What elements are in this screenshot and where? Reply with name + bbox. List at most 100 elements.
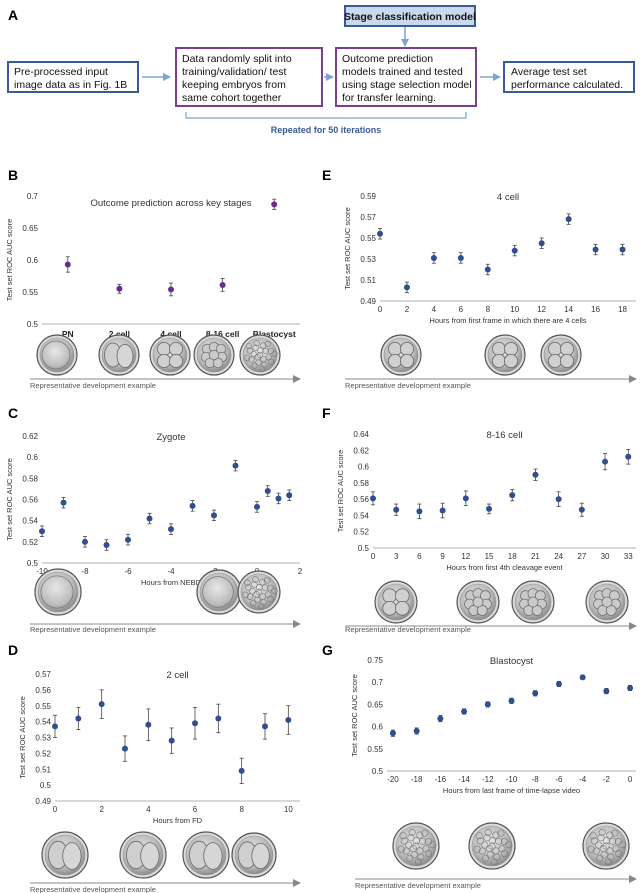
y-tick-label: 0.53: [35, 734, 51, 743]
stage-model-box: [344, 5, 476, 27]
representative-label: Representative development example: [345, 381, 471, 390]
embryo-image: [182, 831, 230, 879]
data-point: [603, 688, 610, 695]
data-point: [627, 684, 634, 691]
data-point: [82, 538, 88, 545]
chart-e: 4 cell 0.49 0.51 0.53 0.55 0.57 0.59 Test set R…: [343, 192, 636, 325]
x-tick-label: 0: [53, 805, 58, 814]
representative-label: Representative development example: [355, 881, 481, 890]
embryo-image: [149, 334, 191, 376]
box-average: [503, 61, 635, 93]
x-tick-label: 3: [394, 552, 399, 561]
data-point: [125, 536, 131, 543]
data-point: [619, 246, 626, 253]
data-point: [508, 697, 515, 704]
embryo-image: [374, 580, 418, 624]
y-tick-label: 0.5: [27, 320, 39, 329]
x-tick-label: 12: [461, 552, 470, 561]
chart-title: Zygote: [156, 432, 185, 443]
x-tick-label: 8: [239, 805, 244, 814]
y-tick-label: 0.56: [353, 495, 369, 504]
x-tick-label: 14: [564, 305, 573, 314]
y-tick-label: 0.62: [353, 446, 369, 455]
embryo-image: [34, 568, 82, 616]
y-axis-label: Test set ROC AUC score: [5, 219, 14, 302]
data-point: [532, 690, 539, 697]
data-point: [389, 730, 396, 737]
data-point: [219, 281, 226, 288]
embryo-image: [36, 334, 78, 376]
category-label: 2 cell: [109, 329, 130, 339]
y-tick-label: 0.7: [372, 678, 384, 687]
y-tick-label: 0.6: [27, 453, 39, 462]
box-outcome-line3: using stage selection model: [342, 79, 472, 91]
x-tick-label: 6: [459, 305, 464, 314]
y-tick-label: 0.53: [360, 255, 376, 264]
x-axis-label: Hours from first frame in which there ar…: [429, 316, 586, 325]
data-point: [439, 507, 446, 514]
y-tick-label: 0.52: [353, 528, 369, 537]
data-point: [211, 512, 217, 519]
chart-title: 2 cell: [166, 670, 188, 681]
embryo-image: [540, 334, 582, 376]
x-tick-label: 0: [371, 552, 376, 561]
data-point: [462, 495, 469, 502]
data-point: [461, 708, 468, 715]
box-average-line2: performance calculated.: [511, 79, 623, 91]
panel-label-c: C: [8, 405, 18, 421]
repeat-bracket: [185, 112, 467, 119]
y-tick-label: 0.5: [372, 767, 384, 776]
y-tick-label: 0.57: [360, 213, 376, 222]
x-tick-label: 6: [193, 805, 198, 814]
box-input: [7, 61, 139, 93]
y-tick-label: 0.55: [360, 234, 376, 243]
x-tick-label: 27: [577, 552, 586, 561]
chart-b: Outcome prediction across key stages 0.5 0…: [5, 192, 300, 339]
embryo-image: [511, 580, 555, 624]
data-point: [509, 492, 516, 499]
x-tick-label: 6: [417, 552, 422, 561]
data-point: [146, 515, 153, 522]
y-tick-label: 0.56: [22, 496, 38, 505]
embryo-image: [231, 832, 277, 878]
y-tick-label: 0.5: [40, 781, 52, 790]
embryo-image: [239, 334, 281, 376]
data-point: [403, 284, 410, 291]
x-tick-label: -8: [532, 775, 540, 784]
data-point: [232, 462, 239, 469]
x-tick-label: -12: [482, 775, 494, 784]
x-tick-label: 10: [284, 805, 293, 814]
panel-label-d: D: [8, 642, 18, 658]
embryo-image: [380, 334, 422, 376]
embryo-image: [98, 334, 140, 376]
y-tick-label: 0.59: [360, 192, 376, 201]
box-split-line2: training/validation/ test: [182, 66, 287, 78]
x-tick-label: 21: [531, 552, 540, 561]
data-point: [275, 495, 282, 502]
data-point: [430, 254, 437, 261]
data-point: [393, 506, 400, 513]
box-average-line1: Average test set: [511, 66, 587, 78]
x-tick-label: 4: [432, 305, 437, 314]
box-input-line1: Pre-processed input: [14, 66, 108, 78]
data-point: [271, 201, 278, 208]
category-label: 4 cell: [160, 329, 181, 339]
box-split-line4: same cohort together: [182, 92, 282, 104]
y-tick-label: 0.58: [22, 474, 38, 483]
box-split-line3: keeping embryos from: [182, 79, 286, 91]
embryo-image: [585, 580, 629, 624]
data-point: [555, 680, 562, 687]
embryo-image: [456, 580, 500, 624]
data-point: [103, 542, 110, 549]
embryo-image: [484, 334, 526, 376]
y-tick-label: 0.57: [35, 670, 51, 679]
x-tick-label: -8: [81, 567, 89, 576]
x-tick-label: -4: [167, 567, 175, 576]
data-point: [262, 723, 268, 730]
y-tick-label: 0.52: [35, 749, 51, 758]
panel-label-f: F: [322, 405, 331, 421]
x-tick-label: 2: [99, 805, 104, 814]
data-point: [189, 502, 196, 509]
x-tick-label: 30: [601, 552, 610, 561]
chart-d: 2 cell 0.49 0.5 0.51 0.52 0.53 0.54 0.55 0.56 0.5…: [18, 670, 300, 825]
